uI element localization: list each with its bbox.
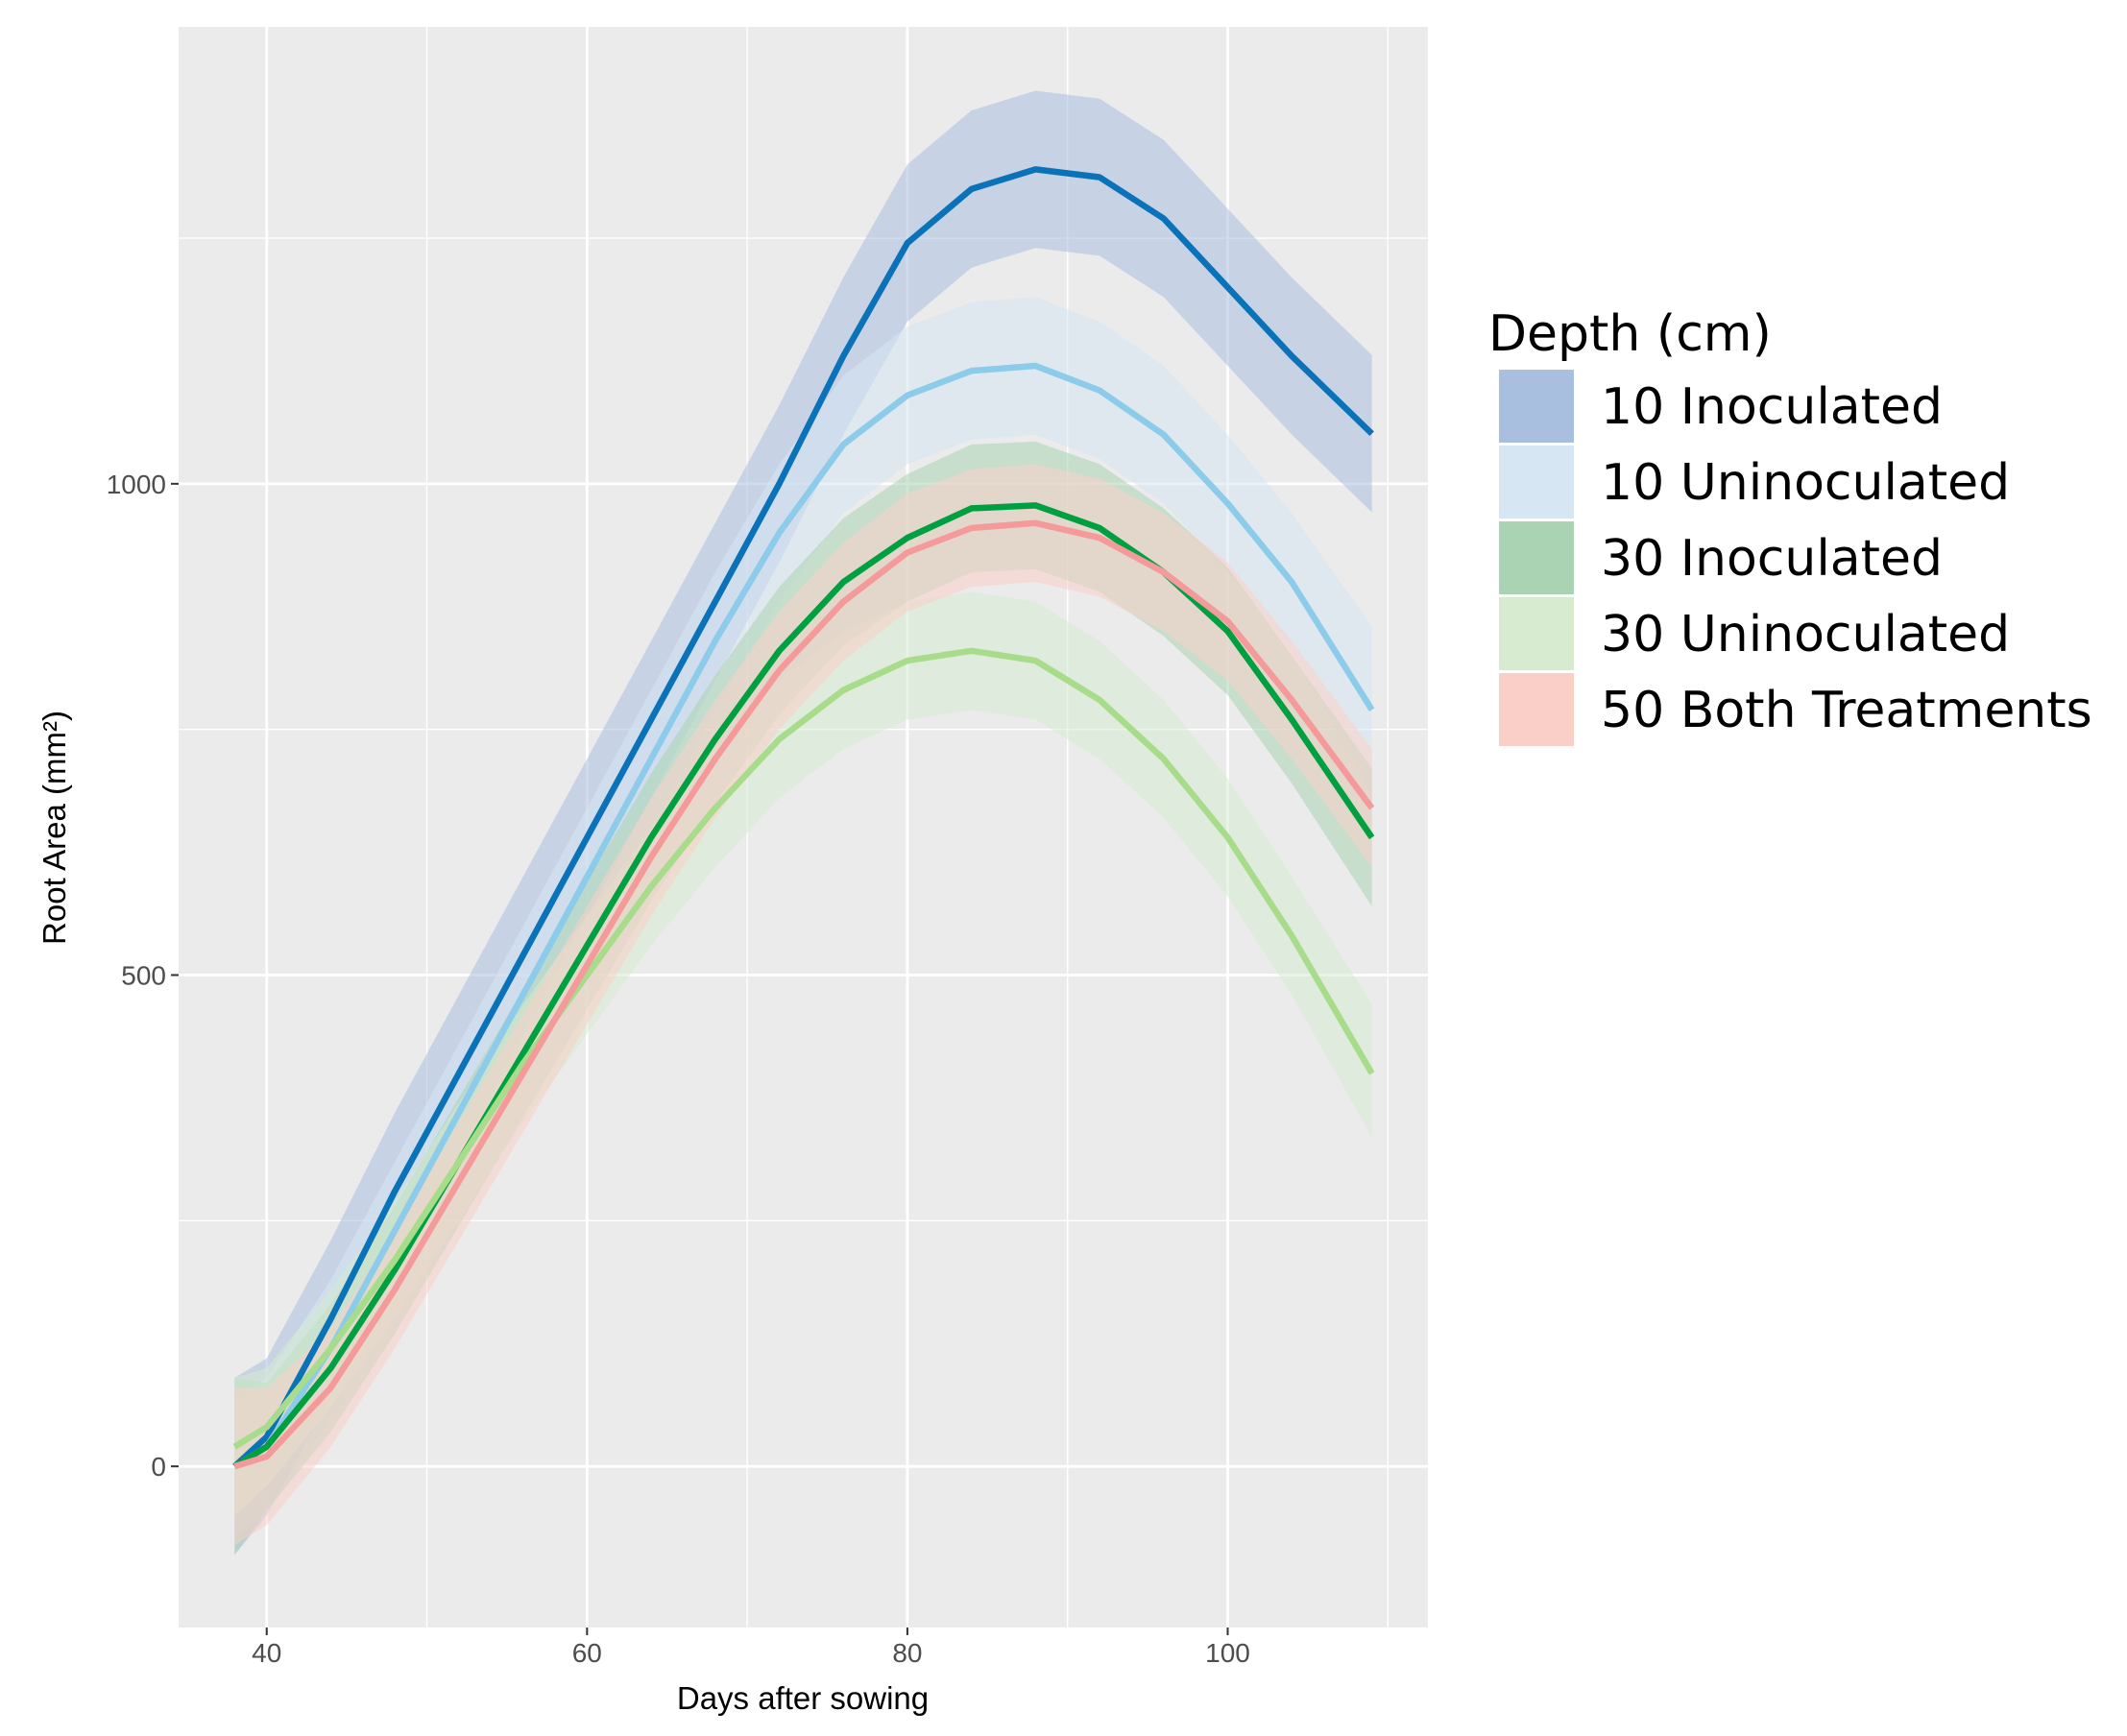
legend-label: 30 Inoculated	[1601, 530, 1943, 588]
confidence-band	[234, 591, 1372, 1516]
confidence-band	[234, 90, 1372, 1555]
y-tick-label: 500	[121, 961, 166, 991]
x-tick-label: 100	[1205, 1638, 1250, 1668]
series-line	[232, 647, 1375, 1450]
x-tick-label: 60	[572, 1638, 602, 1668]
y-tick-label: 1000	[107, 470, 166, 499]
legend-swatch	[1499, 673, 1574, 746]
legend-label: 10 Uninoculated	[1601, 454, 2010, 512]
legend-title: Depth (cm)	[1488, 305, 1772, 363]
series-line	[232, 166, 1374, 1469]
confidence-band	[234, 464, 1372, 1546]
legend-label: 50 Both Treatments	[1601, 682, 2092, 739]
x-tick-label: 80	[892, 1638, 922, 1668]
legend-swatch	[1499, 446, 1574, 518]
y-tick-label: 0	[151, 1452, 166, 1482]
confidence-band	[234, 297, 1372, 1535]
x-axis-title: Days after sowing	[677, 1680, 929, 1716]
series-line	[233, 519, 1375, 1470]
legend-label: 30 Uninoculated	[1601, 606, 2010, 663]
x-tick-label: 40	[252, 1638, 281, 1668]
legend-swatch	[1499, 597, 1574, 670]
series-line	[232, 362, 1375, 1469]
y-axis-title: Root Area (mm²)	[36, 711, 72, 945]
legend-swatch	[1499, 370, 1574, 443]
legend-label: 10 Inoculated	[1601, 378, 1943, 436]
legend-swatch	[1499, 521, 1574, 594]
